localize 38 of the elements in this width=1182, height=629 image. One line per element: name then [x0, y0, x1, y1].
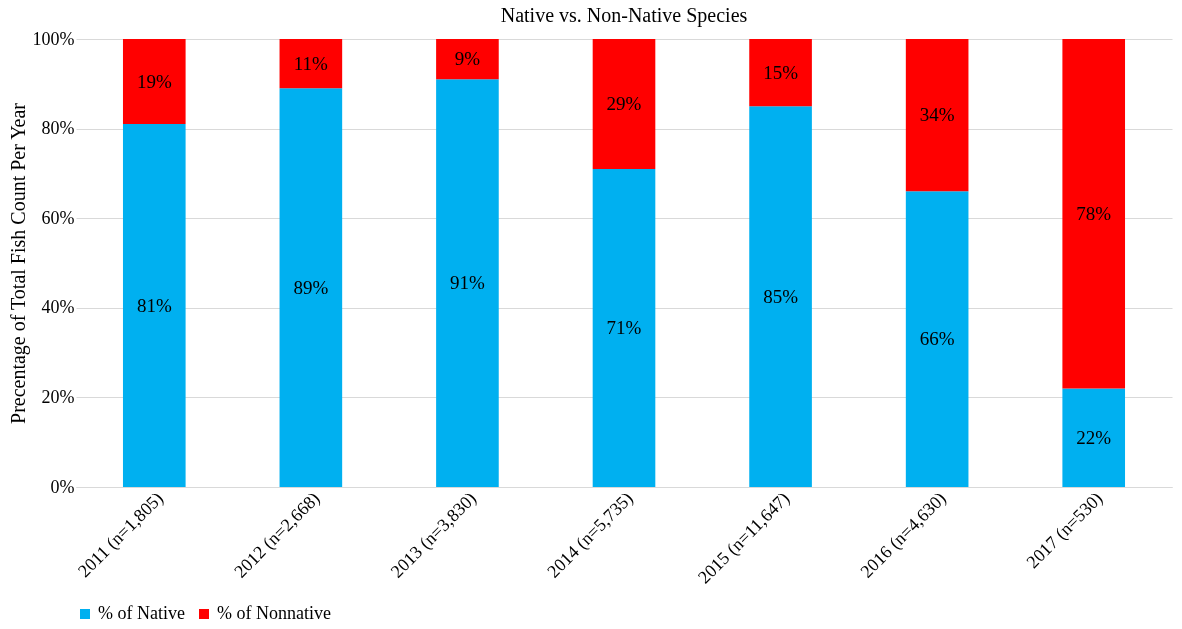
- chart-title: Native vs. Non-Native Species: [500, 4, 748, 27]
- bar: [905, 191, 969, 487]
- bar: [279, 88, 343, 487]
- y-tick-label: 20%: [41, 386, 75, 407]
- bar: [122, 39, 186, 125]
- y-tick-label: 60%: [41, 207, 75, 228]
- bar: [749, 106, 812, 487]
- bar: [592, 39, 656, 169]
- bar: [279, 39, 343, 89]
- legend-label: % of Nonnative: [217, 603, 331, 623]
- y-axis-title: Precentage of Total Fish Count Per Year: [6, 102, 30, 424]
- data-label: 66%: [919, 328, 955, 350]
- data-label: 29%: [606, 92, 642, 114]
- data-label: 34%: [919, 104, 955, 126]
- data-label: 71%: [606, 316, 642, 338]
- bar: [1062, 388, 1126, 487]
- bar: [749, 39, 812, 107]
- data-label: 15%: [763, 61, 799, 83]
- bar: [436, 39, 499, 80]
- bar: [905, 39, 969, 192]
- y-tick-label: 0%: [50, 476, 75, 497]
- data-label: 19%: [136, 70, 172, 92]
- data-label: 89%: [293, 276, 329, 298]
- y-tick-label: 100%: [32, 28, 75, 49]
- data-label: 9%: [454, 48, 481, 70]
- data-label: 11%: [293, 52, 329, 74]
- y-tick-label: 80%: [41, 118, 75, 139]
- bar: [592, 168, 656, 487]
- data-label: 91%: [450, 272, 486, 294]
- bar: [436, 79, 499, 487]
- bar: [122, 124, 186, 487]
- y-tick-label: 40%: [41, 297, 75, 318]
- legend-label: % of Native: [98, 603, 185, 623]
- bar: [1062, 39, 1126, 389]
- data-label: 81%: [136, 294, 172, 316]
- data-label: 85%: [763, 285, 799, 307]
- data-label: 22%: [1076, 426, 1112, 448]
- data-label: 78%: [1076, 202, 1112, 224]
